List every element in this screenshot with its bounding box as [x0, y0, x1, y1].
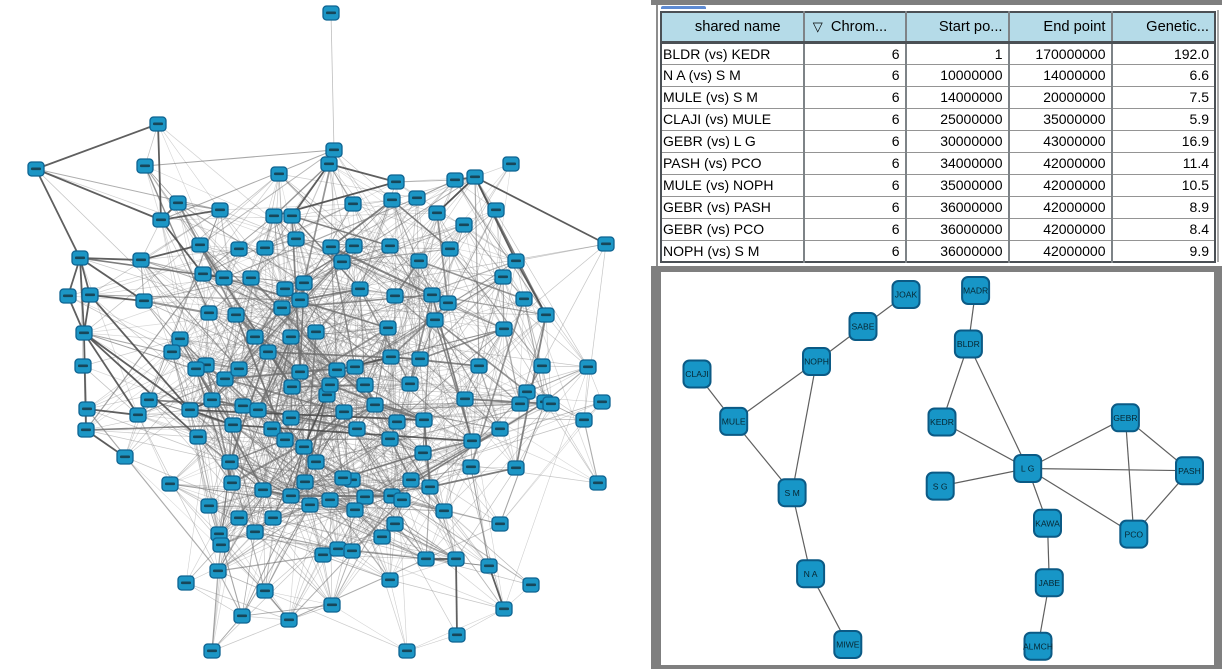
- svg-text:PCO: PCO: [1124, 529, 1143, 539]
- svg-text:KEDR: KEDR: [930, 417, 954, 427]
- svg-text:BLDR: BLDR: [957, 339, 980, 349]
- svg-text:ALMCH: ALMCH: [1023, 641, 1053, 651]
- svg-text:JOAK: JOAK: [895, 289, 918, 299]
- svg-text:N A: N A: [804, 568, 818, 578]
- svg-text:CLAJI: CLAJI: [685, 369, 708, 379]
- svg-text:MULE: MULE: [722, 416, 746, 426]
- svg-text:L G: L G: [1021, 463, 1035, 473]
- svg-text:KAWA: KAWA: [1035, 518, 1060, 528]
- svg-text:S M: S M: [784, 487, 799, 497]
- svg-text:SABE: SABE: [852, 321, 875, 331]
- svg-text:S G: S G: [933, 481, 948, 491]
- svg-text:MADR: MADR: [963, 285, 988, 295]
- svg-text:MIWE: MIWE: [836, 639, 860, 649]
- svg-text:JABE: JABE: [1039, 577, 1061, 587]
- svg-text:PASH: PASH: [1178, 465, 1201, 475]
- svg-text:NOPH: NOPH: [804, 356, 829, 366]
- svg-text:GEBR: GEBR: [1113, 413, 1137, 423]
